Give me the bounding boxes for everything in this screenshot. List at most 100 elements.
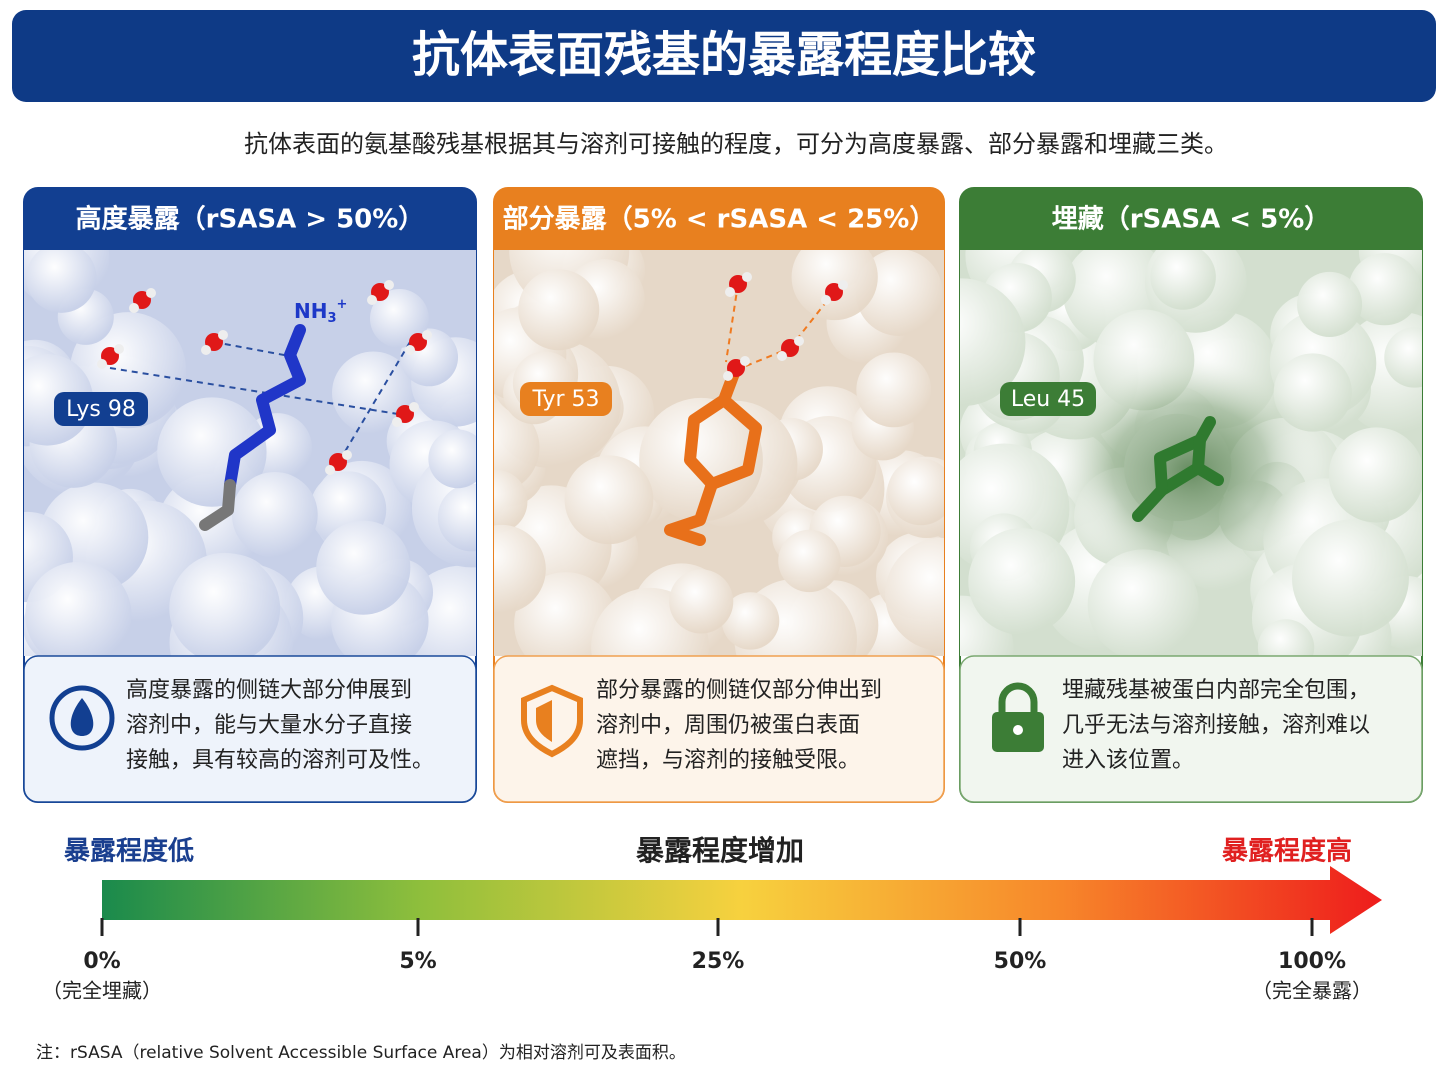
h-bond [745, 347, 791, 367]
surface-blob [26, 250, 97, 313]
icon-shield [521, 684, 583, 758]
gradient-arrow [102, 866, 1382, 934]
tick-label: 0% [83, 949, 120, 974]
description-box [493, 655, 945, 803]
surface-blob [1384, 327, 1422, 388]
side-chain [224, 324, 306, 491]
chemical-group: NH3+ [294, 297, 347, 326]
surface-blob [1348, 253, 1421, 326]
water-h [742, 272, 752, 282]
panel-title: 高度暴露（rSASA > 50%） [76, 204, 425, 235]
water-h [794, 336, 804, 346]
surface-image [24, 250, 476, 656]
description-line: 高度暴露的侧链大部分伸展到 [126, 678, 412, 703]
surface-blob [856, 352, 932, 428]
icon-keyhole [1013, 725, 1023, 735]
surface-blob [231, 471, 318, 558]
scale-high: 暴露程度高 [1222, 836, 1352, 867]
tick-label: 50% [994, 949, 1047, 974]
description-box [23, 655, 477, 803]
surface-blob [887, 458, 944, 526]
icon-drop [70, 698, 94, 736]
residue-label: Lys 98 [66, 397, 136, 422]
surface-blob [1257, 619, 1315, 656]
surface-blob [1297, 271, 1363, 338]
surface-blob [564, 455, 654, 545]
panel-header [494, 224, 944, 250]
surface-blob [428, 429, 476, 489]
water-h [218, 330, 228, 340]
scale-low: 暴露程度低 [64, 836, 194, 867]
description-line: 接触，具有较高的溶剂可及性。 [126, 748, 434, 773]
residue-badge [1000, 382, 1096, 416]
water-h [97, 359, 107, 369]
water-h [740, 356, 750, 366]
water-h [392, 417, 402, 427]
tick-label: 5% [399, 949, 436, 974]
side-chain [199, 479, 236, 531]
water-h [129, 303, 139, 313]
water-h [409, 402, 419, 412]
surface-image [960, 250, 1422, 656]
side-chain [664, 478, 718, 546]
panel-title: 埋藏（rSASA < 5%） [1052, 205, 1331, 235]
h-bond [109, 367, 399, 415]
group-sup: + [337, 297, 348, 312]
description-box [959, 655, 1423, 803]
water-h [405, 345, 415, 355]
footnote: 注：rSASA（relative Solvent Accessible Surf… [36, 1043, 686, 1063]
water-h [422, 330, 432, 340]
water-h [777, 351, 787, 361]
tick-label: 100% [1278, 949, 1346, 974]
panel-header [960, 224, 1422, 250]
surface-blob [437, 483, 476, 552]
surface-blob [157, 397, 267, 507]
h-bond [725, 283, 739, 363]
surface-blob [369, 289, 429, 348]
description-line: 溶剂中，周围仍被蛋白表面 [596, 713, 860, 738]
surface-blob [25, 561, 132, 656]
panel-header [24, 224, 476, 250]
surface-blob [721, 592, 780, 650]
title: 抗体表面残基的暴露程度比较 [412, 27, 1036, 83]
panel: 部分暴露（5% < rSASA < 25%） Tyr 53 部分暴露的侧链仅部分伸出… [493, 187, 945, 803]
side-chain [1132, 462, 1224, 522]
panel-title: 部分暴露（5% < rSASA < 25%） [503, 205, 936, 235]
surface-blob [518, 269, 600, 351]
group-sub: 3 [327, 311, 336, 326]
tick-note: （完全埋藏） [42, 979, 162, 1003]
surface-blob [1328, 427, 1422, 523]
water-h [114, 344, 124, 354]
water-h [384, 280, 394, 290]
surface-blob [494, 524, 546, 614]
residue-badge [54, 392, 148, 426]
group-text: NH [294, 299, 327, 323]
side-chain [1192, 434, 1206, 474]
residue-badge [520, 382, 612, 416]
surface-blob [669, 569, 734, 634]
surface-blob [885, 537, 944, 651]
surface-blob [1150, 250, 1216, 310]
surface-blob [169, 552, 281, 656]
description-line: 进入该位置。 [1062, 748, 1194, 773]
surface-blob [778, 529, 841, 593]
description-line: 溶剂中，能与大量水分子直接 [126, 713, 412, 738]
water-h [821, 295, 831, 305]
surface-blob [494, 402, 540, 494]
icon-shield-half [536, 700, 552, 742]
tick-note: （完全暴露） [1252, 979, 1372, 1003]
h-bond [213, 341, 301, 359]
surface-blob [316, 520, 411, 615]
water-h [723, 371, 733, 381]
water-h [146, 288, 156, 298]
water-h [725, 287, 735, 297]
surface-image [494, 250, 944, 656]
side-chain [1154, 416, 1216, 496]
surface-blob [960, 278, 1026, 407]
icon-ring [49, 685, 115, 751]
surface-blob [1291, 519, 1409, 637]
description-line: 部分暴露的侧链仅部分伸出到 [596, 678, 882, 703]
surface-blob [639, 397, 763, 522]
water-h [325, 465, 335, 475]
